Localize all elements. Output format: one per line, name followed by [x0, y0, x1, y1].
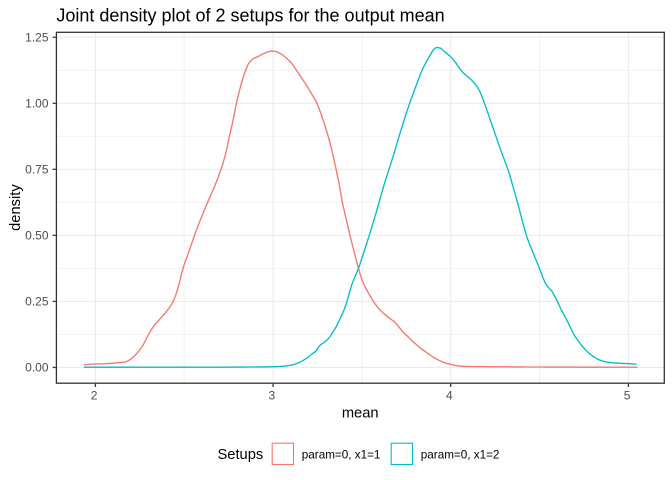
- svg-text:3: 3: [268, 389, 275, 403]
- svg-text:2: 2: [91, 389, 98, 403]
- svg-text:0.75: 0.75: [25, 163, 49, 177]
- svg-text:density: density: [8, 184, 24, 231]
- svg-text:mean: mean: [342, 406, 379, 422]
- svg-text:4: 4: [446, 389, 453, 403]
- svg-text:param=0, x1=2: param=0, x1=2: [421, 448, 500, 461]
- svg-text:Setups: Setups: [218, 447, 264, 463]
- svg-text:5: 5: [624, 389, 631, 403]
- svg-text:1.00: 1.00: [25, 97, 49, 111]
- svg-text:Joint density plot of 2 setups: Joint density plot of 2 setups for the o…: [56, 6, 444, 26]
- svg-text:1.25: 1.25: [25, 31, 49, 45]
- svg-text:param=0, x1=1: param=0, x1=1: [302, 448, 381, 461]
- svg-text:0.25: 0.25: [25, 295, 49, 309]
- svg-text:0.00: 0.00: [25, 361, 49, 375]
- svg-text:0.50: 0.50: [25, 229, 49, 243]
